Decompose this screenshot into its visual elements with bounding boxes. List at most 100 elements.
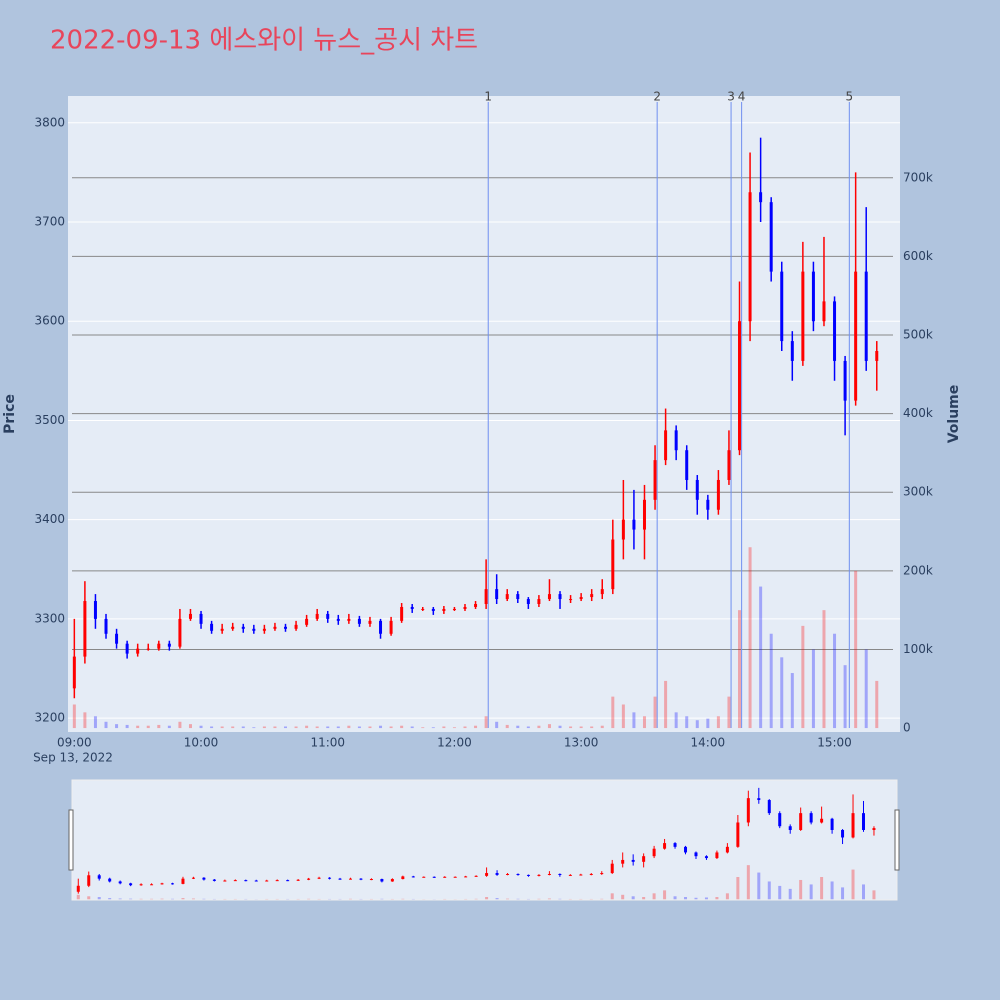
candle-body bbox=[379, 620, 383, 634]
slider-volume-bar bbox=[736, 877, 740, 900]
slider-candle-body bbox=[663, 843, 667, 849]
slider-candle-body bbox=[212, 879, 216, 881]
news-label: 3 bbox=[727, 90, 735, 104]
slider-volume-bar bbox=[631, 896, 635, 900]
candle-body bbox=[347, 618, 351, 621]
volume-bar bbox=[611, 696, 615, 729]
candle-body bbox=[400, 606, 404, 621]
slider-volume-bar bbox=[841, 887, 845, 900]
volume-bar bbox=[833, 633, 837, 729]
y2-tick-label: 400k bbox=[903, 406, 933, 420]
x-tick-label: 10:00 bbox=[184, 736, 219, 750]
y2-tick-label: 500k bbox=[903, 327, 933, 341]
volume-bar bbox=[780, 657, 784, 729]
slider-volume-bar bbox=[547, 898, 551, 900]
y2-tick-label: 100k bbox=[903, 642, 933, 656]
slider-candle-body bbox=[736, 822, 740, 847]
volume-bar bbox=[811, 649, 815, 729]
slider-candle-body bbox=[757, 798, 761, 801]
volume-bar bbox=[653, 696, 657, 729]
x-tick-label: 09:00 bbox=[57, 736, 92, 750]
candle-body bbox=[125, 643, 129, 654]
candle-body bbox=[463, 606, 467, 609]
slider-volume-bar bbox=[704, 897, 708, 900]
candle-body bbox=[284, 626, 288, 629]
slider-candle-body bbox=[296, 879, 300, 881]
volume-bar bbox=[83, 712, 87, 729]
slider-candle-body bbox=[778, 813, 782, 827]
range-slider[interactable] bbox=[71, 779, 898, 901]
candle-body bbox=[410, 606, 414, 609]
slider-candle-body bbox=[171, 883, 175, 885]
candle-body bbox=[854, 271, 858, 401]
candle-body bbox=[833, 301, 837, 361]
volume-bar bbox=[558, 725, 562, 729]
volume-bar bbox=[262, 726, 266, 729]
candle-body bbox=[516, 594, 520, 600]
volume-bar bbox=[305, 725, 309, 729]
x-tick-label: 12:00 bbox=[437, 736, 472, 750]
volume-bar bbox=[157, 724, 161, 729]
candle-body bbox=[526, 599, 530, 605]
slider-volume-bar bbox=[830, 881, 834, 900]
slider-candle-body bbox=[380, 879, 384, 882]
volume-bar bbox=[621, 704, 625, 729]
candle-body bbox=[241, 626, 245, 629]
volume-bar bbox=[843, 665, 847, 729]
slider-volume-bar bbox=[642, 897, 646, 900]
slider-candle-body bbox=[223, 880, 227, 882]
slider-candle-body bbox=[746, 798, 750, 823]
volume-bar bbox=[93, 716, 97, 729]
volume-bar bbox=[72, 704, 76, 729]
slider-volume-bar bbox=[118, 898, 122, 900]
volume-bar bbox=[864, 649, 868, 729]
volume-bar bbox=[336, 726, 340, 729]
slider-candle-body bbox=[820, 818, 824, 823]
volume-bar bbox=[579, 726, 583, 729]
volume-bar bbox=[400, 725, 404, 729]
slider-volume-bar bbox=[495, 898, 499, 900]
slider-candle-body bbox=[684, 846, 688, 853]
y2-tick-label: 700k bbox=[903, 170, 933, 184]
candle-body bbox=[368, 620, 372, 624]
slider-volume-bar bbox=[160, 898, 164, 900]
slider-candle-body bbox=[160, 883, 164, 885]
slider-candle-body bbox=[275, 880, 279, 882]
slider-candle-body bbox=[432, 876, 436, 878]
candle-body bbox=[875, 350, 879, 361]
candle-body bbox=[210, 623, 214, 631]
candle-body bbox=[136, 648, 140, 654]
slider-candle-body bbox=[872, 828, 876, 830]
candle-body bbox=[115, 633, 119, 644]
candle-body bbox=[547, 594, 551, 600]
slider-volume-bar bbox=[673, 896, 677, 900]
slider-candle-body bbox=[453, 876, 457, 878]
slider-handle[interactable] bbox=[894, 809, 900, 871]
slider-candle-body bbox=[526, 874, 530, 876]
news-label: 5 bbox=[845, 90, 853, 104]
y-tick-label: 3500 bbox=[34, 413, 65, 427]
y-axis-title: Price bbox=[2, 394, 18, 434]
slider-candle-body bbox=[537, 874, 541, 876]
slider-candle-body bbox=[422, 876, 426, 878]
slider-candle-body bbox=[202, 877, 206, 880]
candle-body bbox=[220, 628, 224, 631]
candle-body bbox=[716, 479, 720, 510]
candle-body bbox=[431, 608, 435, 611]
volume-bar bbox=[231, 726, 235, 729]
candle-body bbox=[231, 626, 235, 629]
slider-volume-bar bbox=[809, 884, 813, 900]
candle-body bbox=[695, 479, 699, 500]
volume-bar bbox=[790, 673, 794, 729]
candle-body bbox=[104, 618, 108, 634]
volume-bar bbox=[547, 724, 551, 729]
slider-candle-body bbox=[516, 873, 520, 875]
y-tick-label: 3800 bbox=[34, 115, 65, 129]
slider-volume-bar bbox=[767, 881, 771, 900]
slider-candle-body bbox=[495, 873, 499, 875]
volume-bar bbox=[759, 586, 763, 729]
news-label: 2 bbox=[653, 90, 661, 104]
candle-body bbox=[474, 604, 478, 607]
slider-handle[interactable] bbox=[68, 809, 74, 871]
slider-candle-body bbox=[631, 859, 635, 862]
